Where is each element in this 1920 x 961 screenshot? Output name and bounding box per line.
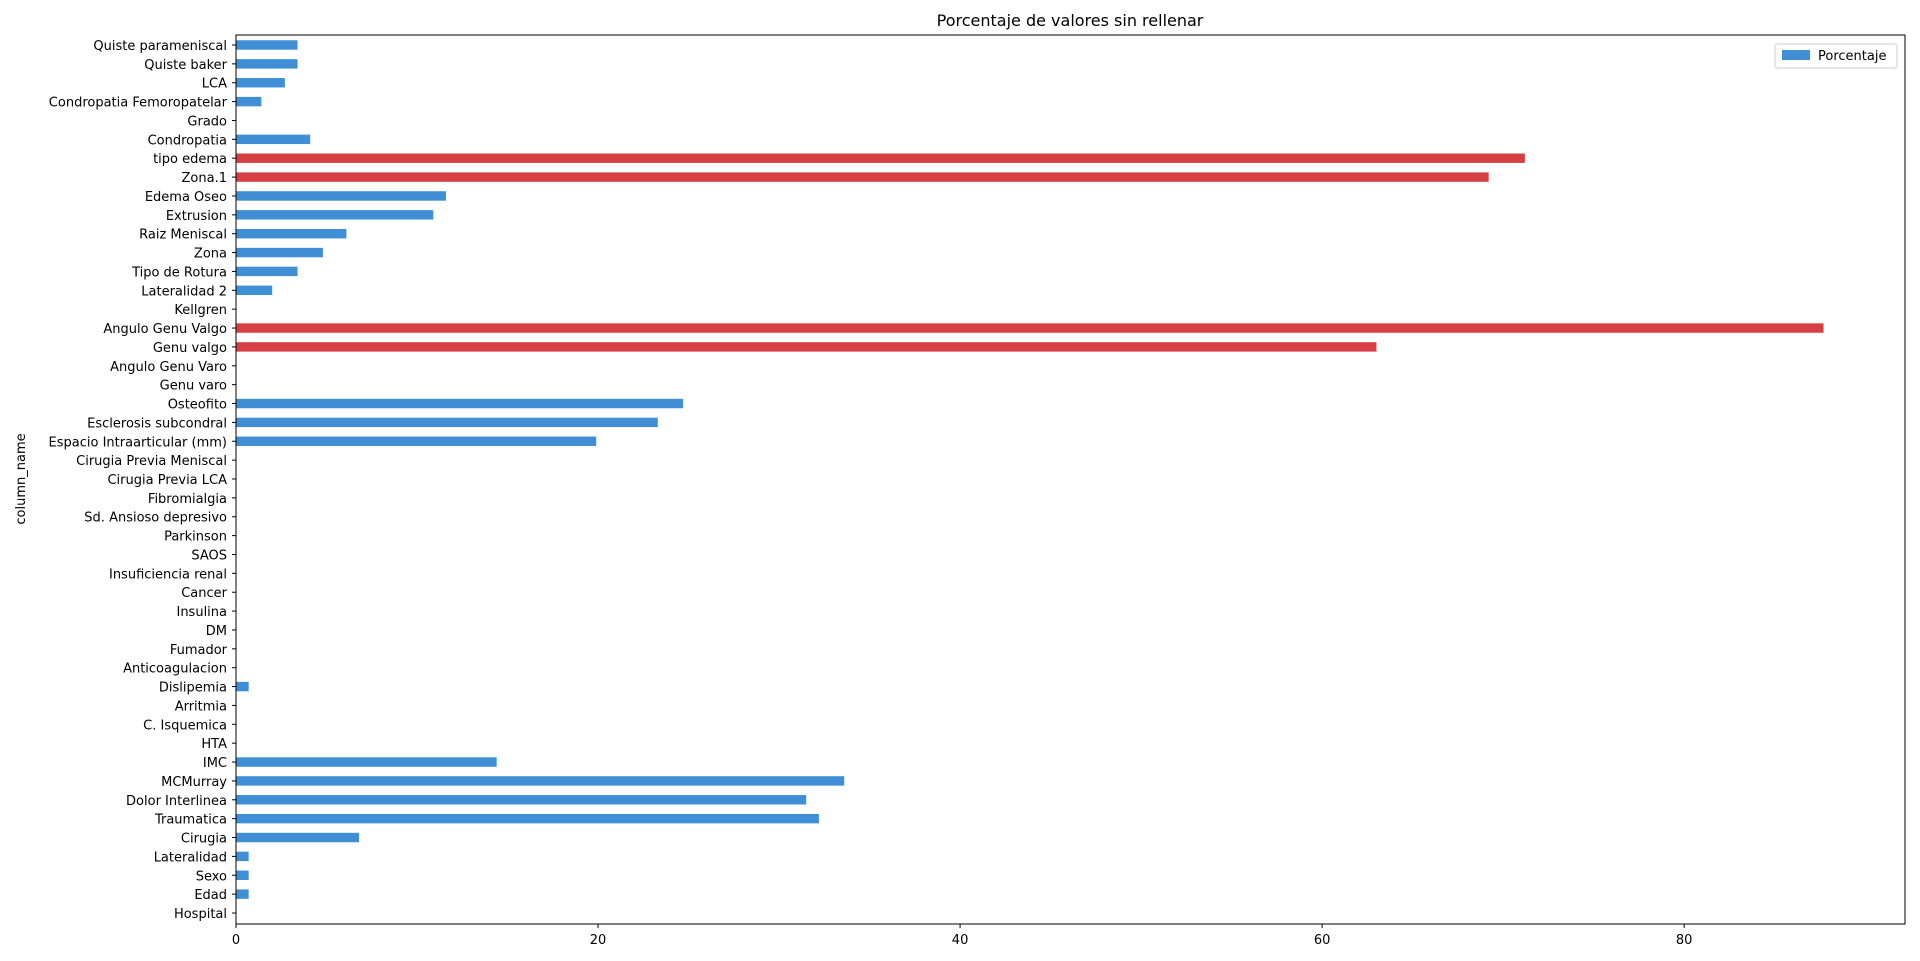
category-label-c-isquemica: C. Isquemica [143,718,227,733]
legend-label: Porcentaje [1818,49,1886,64]
category-label-extrusion: Extrusion [166,209,227,224]
category-label-raiz-meniscal: Raiz Meniscal [139,228,227,243]
category-label-condropatia: Condropatia [148,133,227,148]
category-label-fumador: Fumador [170,643,228,658]
category-label-esclerosis-subcondral: Esclerosis subcondral [87,416,227,431]
category-label-fibromialgia: Fibromialgia [148,492,227,507]
category-label-cirugia-previa-lca: Cirugia Previa LCA [107,473,227,488]
category-label-mcmurray: MCMurray [161,775,227,790]
bar-quiste-parameniscal [236,40,298,50]
category-label-tipo-de-rotura: Tipo de Rotura [131,265,227,280]
x-tick-label: 20 [590,933,607,948]
bar-lateralidad [236,851,249,862]
plot-frame [235,34,1906,925]
category-label-angulo-genu-varo: Angulo Genu Varo [110,360,227,375]
bar-dolor-interlinea [236,795,807,805]
category-label-quiste-baker: Quiste baker [144,58,227,73]
x-tick-label: 60 [1314,933,1331,948]
category-label-lateralidad: Lateralidad [154,850,227,865]
bar-espacio-intraarticular-mm [236,436,597,446]
category-label-angulo-genu-valgo: Angulo Genu Valgo [103,322,227,337]
category-label-zona: Zona [194,247,227,262]
category-label-insuficiencia-renal: Insuficiencia renal [109,567,227,582]
bar-tipo-de-rotura [236,266,298,277]
category-label-cancer: Cancer [181,586,227,601]
bar-osteofito [236,398,684,409]
category-label-hta: HTA [201,737,227,752]
category-label-lca: LCA [202,77,227,92]
category-label-anticoagulacion: Anticoagulacion [123,662,227,677]
category-label-insulina: Insulina [176,605,227,620]
category-label-saos: SAOS [191,548,227,563]
bars-group [236,40,1824,899]
bar-lateralidad-2 [236,285,273,296]
bar-edema-oseo [236,191,446,201]
bar-traumatica [236,813,819,824]
bar-angulo-genu-valgo [236,323,1824,333]
category-label-genu-valgo: Genu valgo [153,341,227,356]
x-tick-label: 80 [1676,933,1693,948]
category-label-imc: IMC [203,756,227,771]
chart-title: Porcentaje de valores sin rellenar [937,11,1204,30]
bar-sexo [236,870,249,880]
bar-raiz-meniscal [236,228,347,239]
category-label-cirugia-previa-meniscal: Cirugia Previa Meniscal [76,454,227,469]
legend: Porcentaje [1774,43,1898,69]
category-label-kellgren: Kellgren [174,303,227,318]
category-label-dislipemia: Dislipemia [159,681,227,696]
y-axis-label: column_name [14,433,29,524]
category-label-genu-varo: Genu varo [160,379,227,394]
category-label-parkinson: Parkinson [164,530,227,545]
bar-tipo-edema [236,153,1525,163]
category-label-edema-oseo: Edema Oseo [145,190,227,205]
category-label-quiste-parameniscal: Quiste parameniscal [93,39,227,54]
category-label-traumatica: Traumatica [154,813,227,828]
bar-condropatia-femoropatelar [236,96,262,107]
bar-extrusion [236,210,434,220]
category-label-dm: DM [206,624,227,639]
bar-esclerosis-subcondral [236,417,658,428]
category-label-dolor-interlinea: Dolor Interlinea [126,794,227,809]
bar-edad [236,889,249,899]
category-label-condropatia-femoropatelar: Condropatia Femoropatelar [49,96,228,111]
category-label-arritmia: Arritmia [175,699,227,714]
x-tick-label: 0 [232,933,240,948]
category-label-edad: Edad [194,888,227,903]
bar-imc [236,757,497,767]
category-label-osteofito: Osteofito [168,398,227,413]
category-label-lateralidad-2: Lateralidad 2 [141,284,227,299]
category-label-sd-ansioso-depresivo: Sd. Ansioso depresivo [84,511,227,526]
legend-swatch [1782,50,1810,60]
category-label-tipo-edema: tipo edema [153,152,227,167]
category-label-espacio-intraarticular-mm: Espacio Intraarticular (mm) [49,435,227,450]
bar-cirugia [236,832,360,843]
x-axis-ticks: 0 20 40 60 80 [232,924,1693,948]
category-label-hospital: Hospital [174,907,227,922]
bar-zona [236,247,323,258]
category-label-cirugia: Cirugia [181,832,227,847]
category-label-grado: Grado [187,114,227,129]
bar-quiste-baker [236,59,298,69]
category-label-zona-1: Zona.1 [182,171,227,186]
bar-condropatia [236,134,311,145]
bar-mcmurray [236,776,845,786]
x-tick-label: 40 [952,933,969,948]
bar-dislipemia [236,681,249,692]
bar-zona-1 [236,172,1489,182]
bar-lca [236,78,285,88]
category-labels: Quiste parameniscal Quiste baker LCA Condro… [49,39,236,922]
category-label-sexo: Sexo [196,869,227,884]
bar-genu-valgo [236,342,1377,352]
